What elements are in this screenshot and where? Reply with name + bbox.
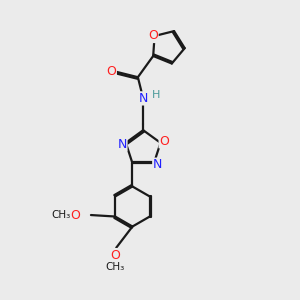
Text: N: N bbox=[118, 138, 127, 151]
Text: N: N bbox=[139, 92, 148, 105]
Text: O: O bbox=[110, 249, 120, 262]
Text: O: O bbox=[106, 65, 116, 78]
Text: O: O bbox=[71, 208, 81, 221]
Text: H: H bbox=[152, 90, 160, 100]
Text: O: O bbox=[159, 135, 169, 148]
Text: N: N bbox=[153, 158, 162, 171]
Text: CH₃: CH₃ bbox=[51, 210, 70, 220]
Text: O: O bbox=[148, 29, 158, 43]
Text: CH₃: CH₃ bbox=[105, 262, 124, 272]
